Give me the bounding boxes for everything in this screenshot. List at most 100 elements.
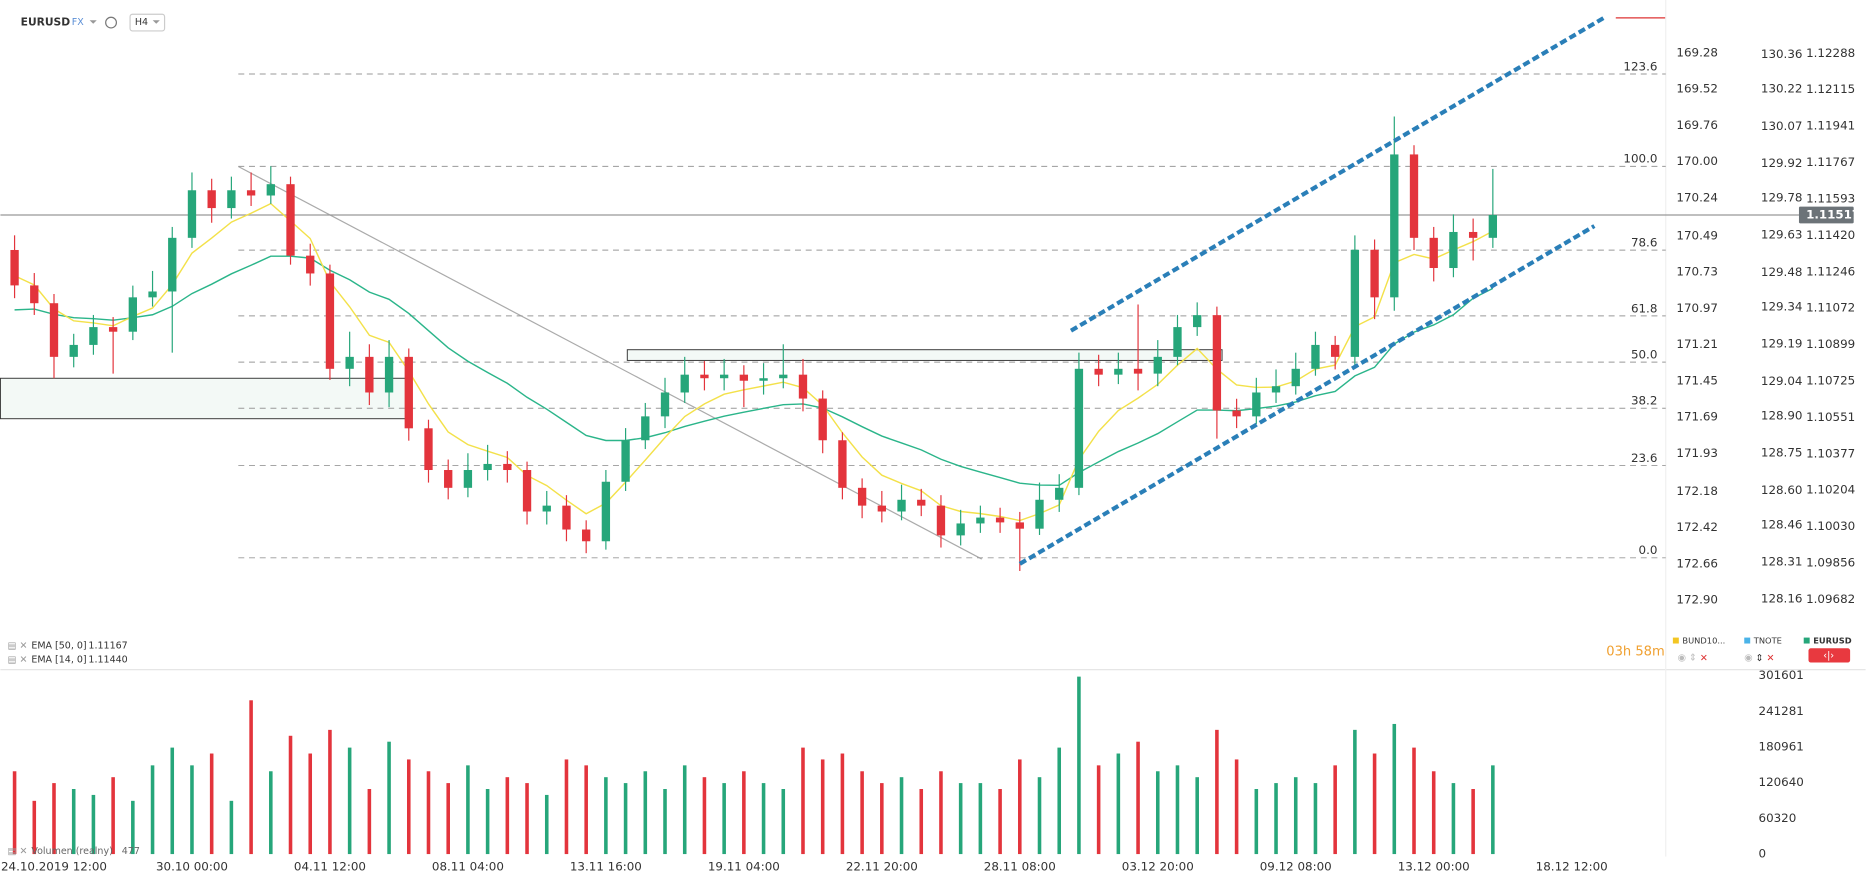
volume-bar <box>1234 759 1239 855</box>
info-icon[interactable] <box>105 16 117 29</box>
volume-bar <box>131 800 135 855</box>
volume-bar <box>544 794 549 855</box>
candle-body <box>1232 410 1241 417</box>
candle-body <box>286 184 295 256</box>
candle-body <box>49 303 59 357</box>
candle-body <box>1390 154 1399 298</box>
volume-bar <box>722 783 726 855</box>
legend-icon[interactable]: ▤ ✕ <box>8 640 28 651</box>
volume-bar <box>1372 753 1377 855</box>
timeframe-box[interactable] <box>129 13 166 32</box>
volume-bar <box>1451 783 1456 855</box>
y-tick-label: 1.09856 <box>1806 556 1855 570</box>
x-tick-label: 13.11 16:00 <box>570 860 642 874</box>
candle-body <box>1015 522 1024 529</box>
candle-body <box>660 392 670 417</box>
candle-body <box>936 505 946 536</box>
y-tick-label: 1.11941 <box>1806 119 1855 133</box>
volume-bar <box>564 759 569 855</box>
candle-body <box>404 356 413 429</box>
candle-body <box>877 505 886 512</box>
y-tick-label: 171.69 <box>1676 410 1718 424</box>
instrument[interactable]: TNOTE <box>1753 636 1782 646</box>
trend-line[interactable] <box>238 166 983 560</box>
fibonacci-label: 100.0 <box>1623 152 1657 166</box>
y-tick-label: 129.34 <box>1761 300 1803 314</box>
candle-body <box>1074 368 1084 488</box>
instrument-controls[interactable]: ◉ ⇕ ✕ <box>1678 652 1708 663</box>
x-tick-label: 30.10 00:00 <box>156 860 228 874</box>
candle-body <box>542 505 551 512</box>
candle-body <box>424 428 433 471</box>
market[interactable]: FX <box>72 17 84 28</box>
candle-body <box>995 517 1005 523</box>
volume-bar <box>52 783 56 855</box>
volume-bar <box>1018 759 1022 855</box>
volume-bar <box>919 789 924 855</box>
volume-tick-label: 301601 <box>1759 668 1804 682</box>
volume-bar <box>840 753 845 855</box>
volume-tick-label: 180961 <box>1759 740 1804 754</box>
volume-tick-label: 241281 <box>1759 704 1804 718</box>
y-tick-label: 1.12288 <box>1806 46 1855 60</box>
volume-bar <box>446 783 450 855</box>
remove-button[interactable] <box>1808 648 1851 663</box>
candle-body <box>1055 487 1064 500</box>
dropdown-icon[interactable] <box>89 20 97 24</box>
volume-bar <box>899 777 904 855</box>
y-tick-label: 1.10030 <box>1806 519 1855 533</box>
candle-body <box>227 190 236 209</box>
volume-bar <box>1136 741 1140 855</box>
legend-icon[interactable]: ▤ ✕ <box>8 655 28 666</box>
fibonacci-label: 38.2 <box>1631 394 1657 408</box>
candle-body <box>89 327 98 345</box>
zone-rectangle[interactable] <box>626 349 1223 361</box>
volume-bar <box>1293 777 1298 855</box>
candle-body <box>719 374 729 379</box>
candle-body <box>1094 368 1103 375</box>
y-tick-label: 171.21 <box>1676 337 1718 351</box>
instrument-color <box>1744 637 1751 644</box>
instrument[interactable]: BUND10... <box>1682 636 1725 646</box>
volume-bar <box>742 771 746 855</box>
zone-rectangle[interactable] <box>0 377 408 420</box>
candle-body <box>444 470 453 488</box>
remove-icon[interactable]: ‹|› <box>1823 651 1834 662</box>
y-tick-label: 170.49 <box>1676 228 1718 242</box>
candle-body <box>207 190 216 209</box>
volume-bar <box>1491 765 1495 855</box>
volume-bar <box>643 771 648 855</box>
candle-body <box>562 505 571 530</box>
dropdown-icon[interactable] <box>152 20 160 24</box>
candle-body <box>582 529 591 542</box>
y-tick-label: 169.28 <box>1676 45 1718 59</box>
fibonacci-label: 78.6 <box>1631 236 1657 250</box>
volume-bar <box>682 765 687 855</box>
volume-bar <box>820 759 825 855</box>
x-tick-label: 22.11 20:00 <box>846 860 918 874</box>
y-tick-label: 1.09682 <box>1806 592 1855 606</box>
candle-body <box>463 470 473 488</box>
candle-body <box>621 440 630 482</box>
instrument-controls[interactable]: ◉ ⇕ ✕ <box>1744 652 1774 663</box>
volume-legend: Volumen (realny) <box>31 846 112 857</box>
candle-body <box>1370 249 1379 298</box>
ema-line <box>14 255 1494 487</box>
instrument[interactable]: EURUSD <box>1813 636 1852 646</box>
volume-bar <box>367 789 372 855</box>
volume-bar <box>288 735 293 855</box>
volume-bar <box>1037 777 1042 855</box>
candle-body <box>306 255 315 274</box>
volume-legend-value: 477 <box>122 846 140 857</box>
channel-line[interactable] <box>1069 16 1605 333</box>
channel-line[interactable] <box>1018 224 1596 566</box>
volume-bar <box>170 747 175 855</box>
candle-body <box>1212 315 1222 411</box>
legend-icon[interactable]: ▤ ✕ <box>8 846 28 857</box>
timeframe[interactable]: H4 <box>135 17 148 28</box>
symbol[interactable]: EURUSD <box>21 16 71 29</box>
volume-bar <box>761 783 766 855</box>
y-tick-label: 172.18 <box>1676 484 1718 498</box>
